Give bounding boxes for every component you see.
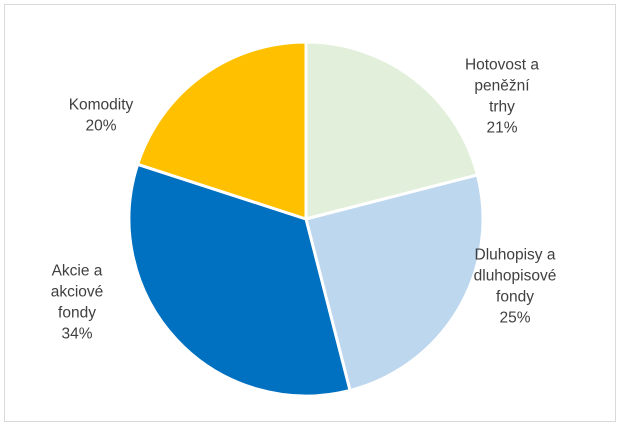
data-label-text: akciové (51, 284, 104, 301)
pie-slice-commodities (136, 40, 308, 221)
pie-slice-equities (127, 162, 352, 398)
data-label-bonds: Dluhopisy a dluhopisové fondy 25% (474, 247, 557, 327)
data-label-text: trhy (489, 99, 515, 116)
data-label-text: Hotovost a (465, 57, 539, 74)
data-label-percent: 21% (486, 120, 517, 137)
data-label-text: fondy (58, 305, 96, 322)
data-label-commodities: Komodity 20% (69, 97, 134, 135)
data-label-text: Komodity (69, 97, 134, 114)
pie-slice-cash (304, 40, 479, 221)
data-label-text: Akcie a (52, 263, 103, 280)
pie-slice-bonds (304, 173, 485, 392)
data-label-text: fondy (496, 289, 534, 306)
data-label-cash: Hotovost a peněžní trhy 21% (465, 57, 539, 137)
data-label-percent: 25% (499, 310, 530, 327)
data-label-text: dluhopisové (474, 268, 557, 285)
data-label-text: Dluhopisy a (475, 247, 556, 264)
data-label-text: peněžní (474, 78, 530, 95)
data-label-percent: 20% (85, 118, 116, 135)
data-label-percent: 34% (61, 326, 92, 343)
data-label-equities: Akcie a akciové fondy 34% (51, 263, 104, 343)
